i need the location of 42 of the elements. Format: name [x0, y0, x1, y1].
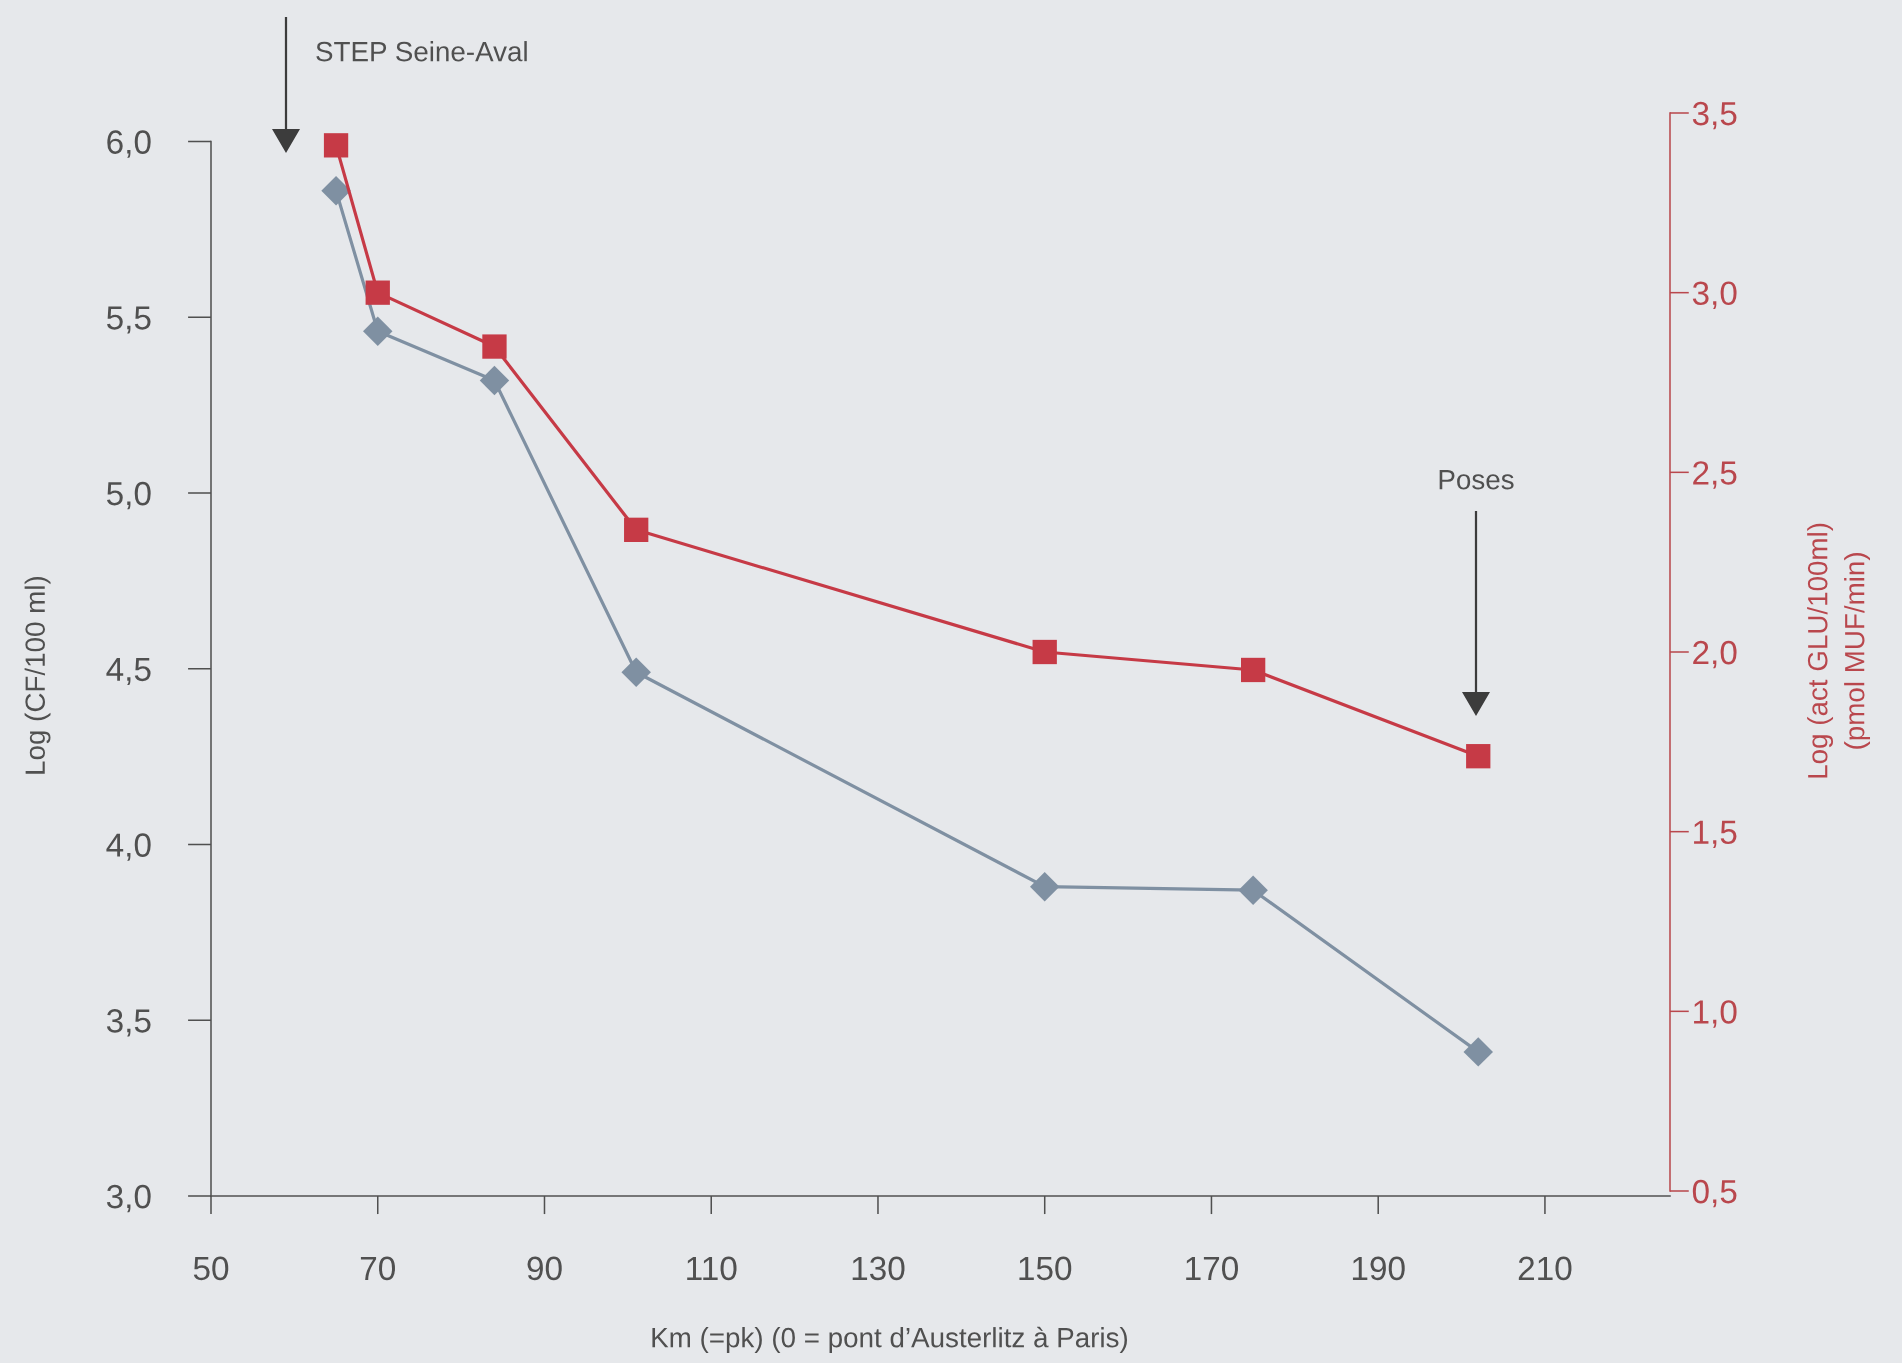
point — [365, 280, 390, 305]
y2-tick-label: 3,0 — [1692, 281, 1737, 310]
x-tick-label: 70 — [360, 1256, 395, 1281]
point — [1463, 1037, 1493, 1067]
x-tick-label: 190 — [1352, 1256, 1405, 1281]
y2-tick-label: 1,5 — [1694, 820, 1737, 849]
point — [1029, 871, 1060, 902]
point — [624, 517, 649, 542]
x-tick-label: 150 — [1019, 1256, 1072, 1281]
y-tick-label: 4,5 — [106, 657, 151, 686]
text: STEP Seine-Aval — [316, 41, 527, 62]
y-axis-title: Log (CF/100 ml) — [24, 576, 51, 774]
x-tick-label: 110 — [687, 1256, 737, 1281]
y-tick-label: 3,0 — [106, 1184, 151, 1213]
point — [479, 365, 510, 396]
point — [1240, 657, 1266, 683]
point — [621, 657, 651, 687]
x-tick-label: 130 — [852, 1256, 905, 1281]
x-tick-label: 210 — [1518, 1256, 1572, 1281]
point — [1032, 639, 1057, 665]
x-tick-label: 90 — [527, 1256, 562, 1281]
y2-tick-label: 0,5 — [1692, 1179, 1737, 1208]
y2-tick-label: 2,0 — [1693, 640, 1737, 669]
y2-tick-label: 1,0 — [1694, 1000, 1737, 1028]
point — [363, 316, 393, 347]
x-axis-title: Km (=pk) (0 = pont d’Austerlitz à Paris) — [652, 1326, 1128, 1353]
point — [482, 334, 507, 359]
y-tick-label: 5,0 — [106, 481, 151, 510]
x-tick-label: 50 — [193, 1256, 229, 1281]
y-tick-label: 3,5 — [106, 1009, 151, 1037]
y-tick-label: 6,0 — [107, 130, 151, 158]
x-tick-label: 170 — [1186, 1256, 1238, 1281]
y2-axis-title: Log (act GLU/100ml) (pmol MUF/min) — [1807, 523, 1871, 778]
point — [1466, 744, 1491, 769]
y-tick-label: 5,5 — [106, 306, 151, 334]
point — [323, 133, 349, 158]
point — [1238, 875, 1268, 905]
y2-tick-label: 3,5 — [1692, 101, 1737, 130]
y-tick-label: 4,0 — [106, 833, 151, 861]
point — [321, 175, 351, 206]
annotation: Poses — [1439, 470, 1514, 490]
y2-tick-label: 2,5 — [1693, 461, 1737, 489]
